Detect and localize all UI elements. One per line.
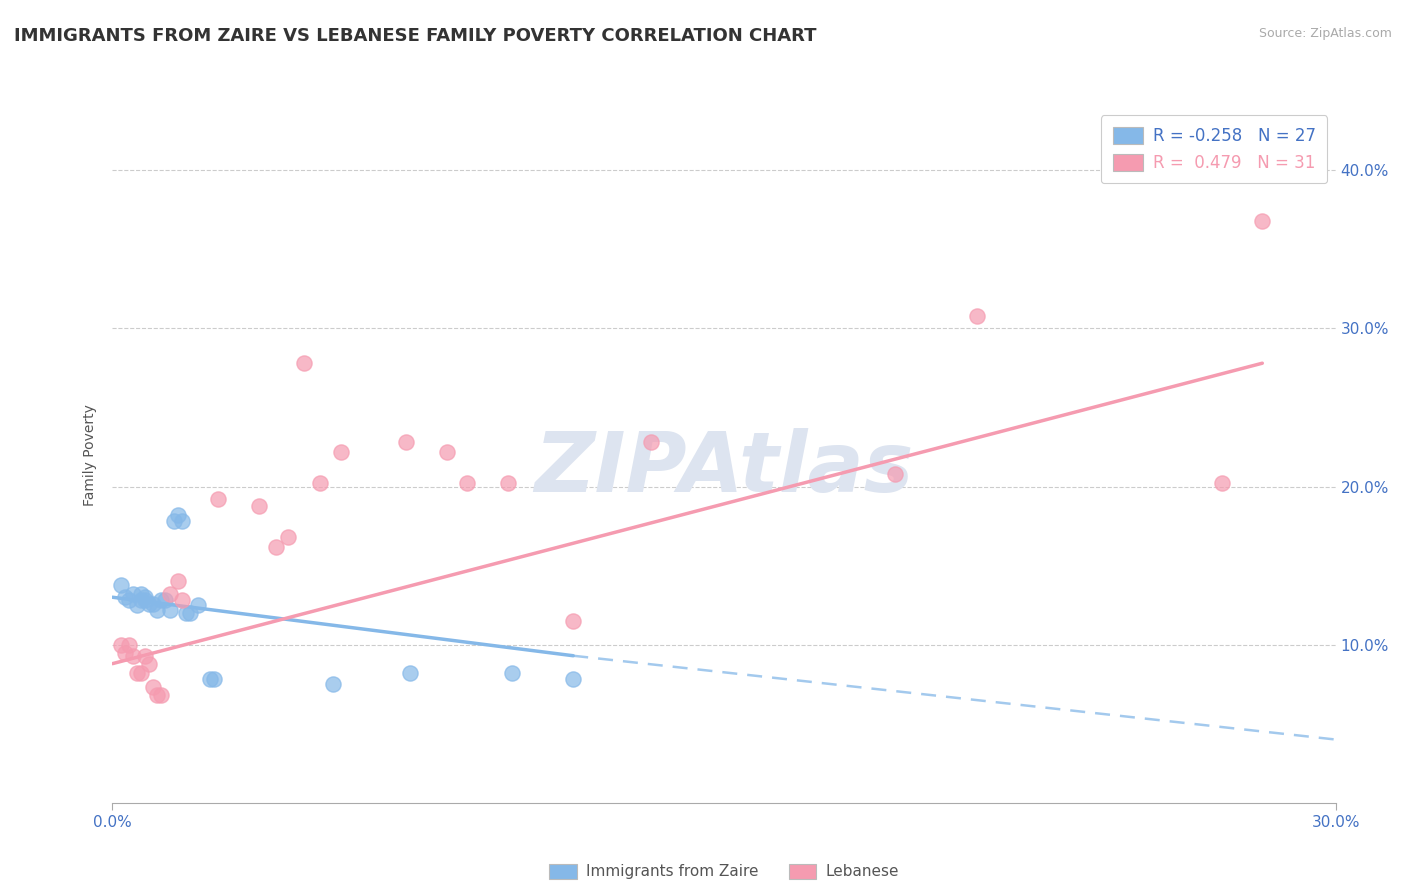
Point — [187, 598, 209, 612]
Point — [456, 476, 478, 491]
Point — [122, 587, 145, 601]
Point — [496, 476, 519, 491]
Point — [399, 666, 422, 681]
Point — [118, 638, 141, 652]
Point — [170, 593, 193, 607]
Point — [395, 435, 418, 450]
Point — [150, 688, 173, 702]
Point — [322, 677, 344, 691]
Point — [138, 657, 160, 671]
Text: Source: ZipAtlas.com: Source: ZipAtlas.com — [1258, 27, 1392, 40]
Legend: Immigrants from Zaire, Lebanese: Immigrants from Zaire, Lebanese — [543, 857, 905, 886]
Point — [264, 540, 287, 554]
Point — [159, 587, 181, 601]
Point — [122, 648, 145, 663]
Point — [166, 508, 188, 522]
Point — [129, 593, 152, 607]
Point — [146, 688, 169, 702]
Point — [436, 444, 458, 458]
Point — [129, 666, 152, 681]
Y-axis label: Family Poverty: Family Poverty — [83, 404, 97, 506]
Point — [114, 646, 136, 660]
Point — [640, 435, 662, 450]
Point — [562, 673, 585, 687]
Point — [501, 666, 523, 681]
Point — [204, 673, 226, 687]
Point — [166, 574, 188, 589]
Point — [966, 309, 988, 323]
Point — [309, 476, 332, 491]
Point — [884, 467, 907, 481]
Point — [329, 444, 352, 458]
Point — [207, 492, 229, 507]
Text: IMMIGRANTS FROM ZAIRE VS LEBANESE FAMILY POVERTY CORRELATION CHART: IMMIGRANTS FROM ZAIRE VS LEBANESE FAMILY… — [14, 27, 817, 45]
Text: ZIPAtlas: ZIPAtlas — [534, 428, 914, 509]
Point — [179, 606, 201, 620]
Point — [138, 597, 160, 611]
Point — [142, 597, 165, 611]
Point — [159, 603, 181, 617]
Point — [134, 591, 156, 605]
Point — [125, 666, 148, 681]
Point — [110, 577, 132, 591]
Point — [292, 356, 315, 370]
Point — [118, 593, 141, 607]
Point — [1211, 476, 1233, 491]
Point — [155, 593, 177, 607]
Point — [200, 673, 222, 687]
Point — [150, 593, 173, 607]
Point — [125, 598, 148, 612]
Point — [170, 514, 193, 528]
Point — [129, 587, 152, 601]
Point — [142, 681, 165, 695]
Point — [134, 593, 156, 607]
Point — [146, 603, 169, 617]
Point — [174, 606, 197, 620]
Point — [247, 499, 270, 513]
Point — [134, 648, 156, 663]
Point — [163, 514, 186, 528]
Point — [114, 591, 136, 605]
Point — [277, 530, 299, 544]
Point — [562, 614, 585, 628]
Point — [1251, 214, 1274, 228]
Point — [110, 638, 132, 652]
